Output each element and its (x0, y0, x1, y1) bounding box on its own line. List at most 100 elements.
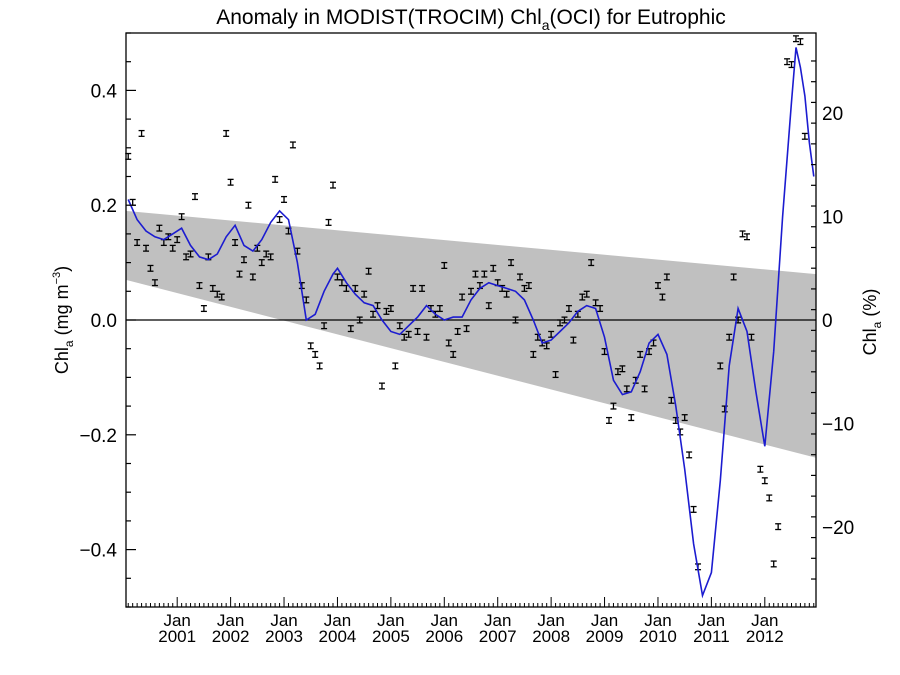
anomaly-point (276, 216, 283, 224)
anomaly-point (690, 505, 697, 513)
anomaly-point (321, 322, 328, 330)
anomaly-point (249, 273, 256, 281)
x-tick-label-year: 2002 (212, 627, 250, 646)
y-axis-label-right: Chla (%) (860, 289, 884, 356)
x-tick-label-month: Jan (217, 611, 244, 630)
anomaly-point (423, 333, 430, 341)
anomaly-point (307, 342, 314, 350)
x-tick-label-year: 2005 (372, 627, 410, 646)
anomaly-point (766, 494, 773, 502)
anomaly-point (183, 253, 190, 261)
anomaly-point (370, 310, 377, 318)
y-axis-label-left: Chla (mg m−3) (51, 266, 76, 374)
anomaly-point (200, 304, 207, 313)
anomaly-point (512, 316, 519, 324)
anomaly-point (757, 465, 764, 473)
anomaly-point (490, 264, 497, 272)
anomaly-point (597, 304, 604, 313)
anomaly-point (330, 181, 336, 189)
anomaly-point (681, 414, 688, 422)
anomaly-point (570, 336, 577, 344)
anomaly-point (628, 414, 635, 422)
y-tick-label-left: 0.0 (91, 311, 117, 332)
anomaly-point (459, 293, 466, 301)
y-tick-label-left: 0.4 (91, 81, 118, 102)
chart-title: Anomaly in MODIST(TROCIM) Chla(OCI) for … (216, 6, 726, 33)
anomaly-point (192, 193, 198, 201)
chart-title-subscript: a (542, 17, 550, 33)
x-tick-label-month: Jan (431, 611, 458, 630)
anomaly-point (138, 129, 145, 137)
anomaly-point (232, 238, 239, 247)
y-tick-label-right: 20 (822, 104, 843, 125)
anomaly-point (143, 244, 150, 252)
anomaly-point (614, 368, 621, 376)
y-tick-label-right: 10 (822, 207, 843, 228)
anomaly-point (744, 233, 750, 241)
x-tick-label-year: 2012 (746, 627, 784, 646)
x-tick-label-month: Jan (270, 611, 297, 630)
x-tick-label-month: Jan (484, 611, 511, 630)
anomaly-point (441, 261, 448, 269)
anomaly-point (263, 250, 270, 258)
anomaly-point (169, 244, 176, 252)
anomaly-point (401, 333, 408, 341)
anomaly-point (521, 284, 528, 292)
anomaly-point (770, 560, 777, 568)
anomaly-point (365, 267, 372, 275)
anomaly-point (281, 195, 288, 203)
anomaly-point (788, 61, 795, 69)
smoothed-series-line (127, 47, 815, 599)
anomaly-point (272, 175, 279, 183)
anomaly-point (147, 264, 154, 272)
anomaly-point (178, 213, 185, 221)
anomaly-point (654, 282, 661, 290)
anomaly-point (410, 284, 417, 292)
anomaly-point (481, 270, 488, 278)
x-tick-label-year: 2004 (319, 627, 357, 646)
y-tick-label-right: 0 (822, 311, 833, 332)
anomaly-point (472, 270, 479, 278)
anomaly-point (240, 256, 247, 264)
anomaly-point (214, 290, 221, 298)
anomaly-point (383, 307, 390, 315)
anomaly-point (610, 402, 617, 410)
anomaly-point (378, 382, 385, 390)
anomaly-point (717, 362, 724, 370)
anomaly-point (419, 284, 426, 292)
y-tick-label-right: −10 (822, 415, 854, 436)
anomaly-point (503, 290, 510, 298)
anomaly-point (289, 141, 296, 149)
anomaly-point (579, 293, 586, 301)
anomaly-point (775, 523, 782, 531)
anomaly-point (525, 282, 532, 290)
anomaly-point (316, 362, 323, 370)
x-tick-label-month: Jan (591, 611, 618, 630)
anomaly-point (726, 333, 733, 341)
anomaly-point (659, 293, 666, 301)
x-tick-label-month: Jan (324, 611, 351, 630)
anomaly-point (151, 279, 158, 287)
anomaly-point (561, 316, 568, 324)
anomaly-point (450, 350, 457, 358)
y-tick-label-left: −0.2 (79, 426, 117, 447)
x-tick-label-month: Jan (751, 611, 778, 630)
anomaly-point (312, 350, 319, 358)
anomaly-point (134, 238, 141, 247)
anomaly-point (761, 477, 768, 485)
x-tick-label-year: 2008 (532, 627, 570, 646)
anomaly-point (196, 282, 203, 290)
x-tick-label-month: Jan (537, 611, 564, 630)
anomaly-point (436, 304, 443, 313)
anomaly-point (565, 304, 572, 313)
anomaly-point (792, 35, 799, 43)
anomaly-point (739, 230, 746, 238)
x-tick-label-year: 2009 (586, 627, 624, 646)
anomaly-point (583, 290, 590, 298)
x-tick-label-month: Jan (377, 611, 404, 630)
anomaly-point (588, 259, 595, 267)
anomaly-point (516, 273, 523, 281)
anomaly-point (414, 327, 421, 336)
anomaly-point (156, 224, 163, 232)
